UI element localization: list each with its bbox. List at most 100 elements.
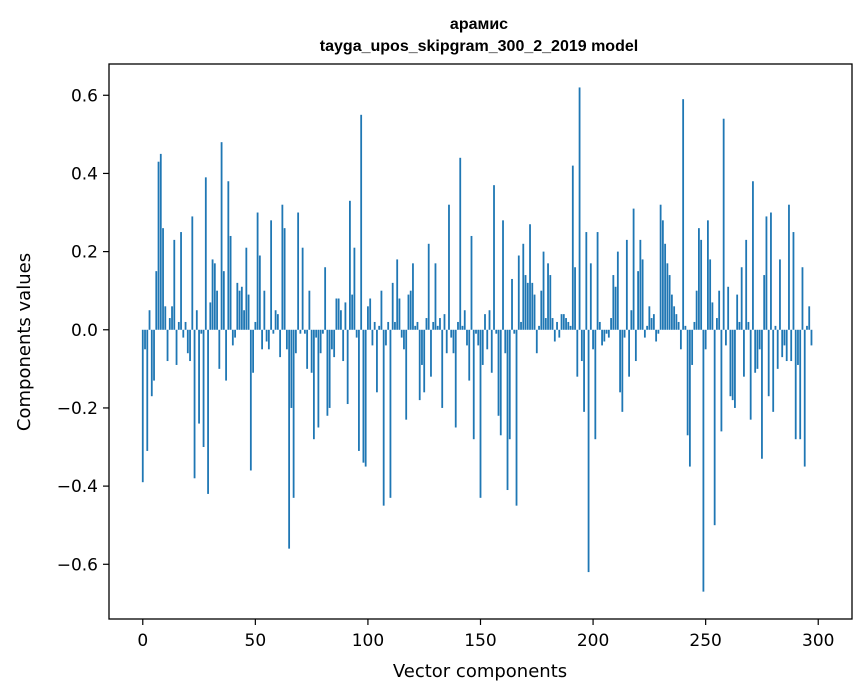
- bar: [211, 259, 214, 330]
- bar: [524, 275, 527, 330]
- bar: [529, 224, 531, 330]
- bar: [713, 329, 716, 526]
- bar: [666, 263, 669, 330]
- bar: [193, 329, 196, 479]
- bar: [770, 212, 772, 330]
- bar: [506, 329, 509, 491]
- bar: [772, 329, 775, 412]
- bar: [783, 329, 786, 346]
- bar: [716, 318, 718, 330]
- bar: [619, 329, 621, 393]
- bar: [198, 329, 200, 424]
- bar: [166, 329, 169, 362]
- bar: [200, 329, 203, 334]
- bar: [661, 220, 664, 330]
- bar: [463, 310, 466, 330]
- bar: [312, 329, 315, 440]
- bar: [261, 329, 263, 350]
- bar: [576, 329, 579, 377]
- bar: [797, 329, 799, 365]
- bar: [583, 329, 585, 412]
- bar: [346, 329, 349, 405]
- bar: [213, 263, 216, 330]
- bar: [344, 302, 347, 330]
- bar: [688, 329, 691, 467]
- y-tick-label: −0.2: [57, 399, 98, 419]
- bar: [774, 325, 777, 330]
- bar: [511, 278, 513, 330]
- bar: [351, 294, 354, 330]
- bar: [310, 329, 313, 373]
- bar: [427, 243, 430, 330]
- bar: [785, 329, 788, 362]
- x-tick-label: 50: [245, 631, 267, 651]
- bar: [535, 329, 538, 354]
- bar: [209, 302, 212, 330]
- bar: [448, 204, 450, 330]
- bar: [207, 329, 209, 494]
- bar: [454, 329, 457, 428]
- bar: [155, 271, 158, 330]
- bar: [504, 329, 507, 354]
- chart-title: арамис: [450, 16, 508, 33]
- bar: [767, 329, 770, 397]
- bar: [569, 325, 572, 330]
- bar: [484, 314, 486, 330]
- bar: [693, 321, 696, 330]
- bar: [144, 329, 146, 350]
- bar: [607, 329, 610, 338]
- bar: [281, 204, 284, 330]
- bar: [459, 157, 462, 330]
- bar: [686, 329, 689, 436]
- bar: [650, 318, 653, 330]
- bar: [227, 181, 230, 330]
- bar: [810, 329, 813, 346]
- bar: [648, 306, 651, 330]
- bar: [189, 329, 191, 362]
- bar: [153, 329, 155, 381]
- bar: [285, 329, 288, 350]
- bar: [722, 118, 725, 330]
- bar: [326, 329, 329, 416]
- bar: [781, 329, 784, 358]
- bar: [698, 228, 700, 330]
- bar: [299, 329, 302, 334]
- bar: [549, 275, 552, 330]
- bar: [486, 329, 489, 350]
- bar: [416, 321, 419, 330]
- bar: [141, 329, 144, 483]
- bar: [558, 329, 561, 338]
- bar: [702, 329, 705, 592]
- bar: [328, 329, 331, 408]
- bar: [204, 177, 207, 330]
- bar: [331, 329, 333, 350]
- bar: [432, 321, 435, 330]
- bar: [229, 235, 232, 330]
- bar: [720, 329, 723, 432]
- bar: [612, 275, 615, 330]
- bar: [317, 329, 320, 428]
- bar: [553, 329, 556, 342]
- y-tick-label: −0.4: [57, 477, 98, 497]
- bar: [218, 329, 221, 369]
- bar: [436, 325, 439, 330]
- bar: [283, 228, 286, 330]
- bar: [387, 321, 390, 330]
- bar: [398, 298, 401, 330]
- bar: [371, 329, 374, 346]
- bar: [405, 329, 408, 420]
- bar: [610, 318, 612, 330]
- bar: [538, 325, 540, 330]
- bar: [659, 204, 662, 330]
- bar: [614, 286, 617, 330]
- bars-group: [141, 87, 813, 592]
- bar: [632, 208, 635, 330]
- bar: [513, 329, 516, 334]
- bar: [258, 255, 261, 330]
- bar: [184, 321, 187, 330]
- x-axis: 0 50 100 150 200 250 300: [137, 619, 834, 651]
- bar: [267, 329, 270, 350]
- bar: [794, 329, 797, 440]
- bar: [306, 329, 309, 369]
